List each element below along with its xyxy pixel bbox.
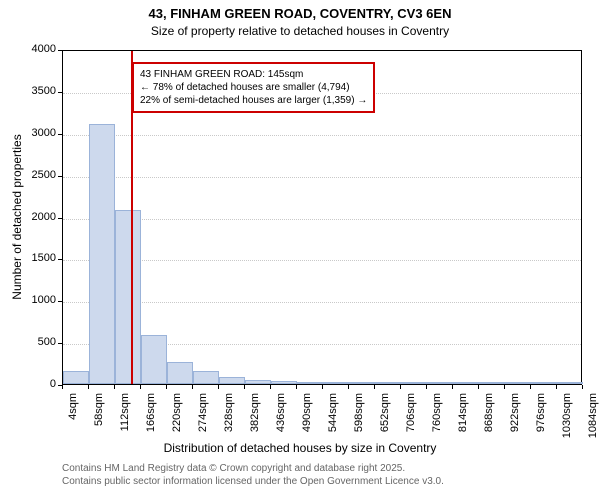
- histogram-bar: [557, 382, 583, 384]
- y-tick-mark: [58, 134, 62, 135]
- histogram-bar: [453, 382, 479, 384]
- histogram-bar: [505, 382, 531, 384]
- x-tick-label: 1084sqm: [587, 393, 599, 443]
- x-axis-label: Distribution of detached houses by size …: [0, 441, 600, 455]
- histogram-bar: [219, 377, 245, 384]
- x-tick-mark: [452, 385, 453, 389]
- y-tick-label: 3500: [18, 85, 56, 97]
- histogram-bar: [375, 382, 401, 384]
- x-tick-label: 922sqm: [509, 393, 521, 443]
- annotation-line-3: 22% of semi-detached houses are larger (…: [140, 94, 367, 107]
- y-tick-label: 1000: [18, 294, 56, 306]
- x-tick-mark: [374, 385, 375, 389]
- x-tick-mark: [296, 385, 297, 389]
- y-tick-label: 0: [18, 378, 56, 390]
- x-tick-label: 976sqm: [535, 393, 547, 443]
- chart-title: 43, FINHAM GREEN ROAD, COVENTRY, CV3 6EN: [0, 6, 600, 21]
- y-tick-mark: [58, 176, 62, 177]
- x-tick-mark: [114, 385, 115, 389]
- histogram-bar: [323, 382, 349, 384]
- x-tick-label: 328sqm: [223, 393, 235, 443]
- y-tick-mark: [58, 259, 62, 260]
- histogram-bar: [245, 380, 271, 384]
- x-tick-label: 58sqm: [93, 393, 105, 443]
- x-tick-label: 382sqm: [249, 393, 261, 443]
- x-tick-mark: [322, 385, 323, 389]
- x-tick-label: 436sqm: [275, 393, 287, 443]
- x-tick-label: 598sqm: [353, 393, 365, 443]
- histogram-bar: [271, 381, 297, 384]
- histogram-bar: [297, 382, 323, 385]
- x-tick-label: 166sqm: [145, 393, 157, 443]
- y-tick-mark: [58, 301, 62, 302]
- y-tick-label: 3000: [18, 127, 56, 139]
- x-tick-mark: [556, 385, 557, 389]
- footer-line-2: Contains public sector information licen…: [62, 476, 444, 487]
- x-tick-mark: [530, 385, 531, 389]
- annotation-box: 43 FINHAM GREEN ROAD: 145sqm ← 78% of de…: [132, 62, 375, 113]
- histogram-bar: [115, 210, 141, 384]
- chart-subtitle: Size of property relative to detached ho…: [0, 24, 600, 38]
- histogram-bar: [401, 382, 427, 384]
- x-tick-mark: [270, 385, 271, 389]
- x-tick-label: 220sqm: [171, 393, 183, 443]
- x-tick-label: 814sqm: [457, 393, 469, 443]
- x-tick-label: 274sqm: [197, 393, 209, 443]
- x-tick-mark: [166, 385, 167, 389]
- x-tick-mark: [62, 385, 63, 389]
- histogram-bar: [349, 382, 375, 384]
- x-tick-mark: [192, 385, 193, 389]
- histogram-bar: [531, 382, 557, 384]
- x-tick-label: 1030sqm: [561, 393, 573, 443]
- histogram-bar: [427, 382, 453, 384]
- y-tick-mark: [58, 92, 62, 93]
- histogram-bar: [89, 124, 115, 384]
- x-tick-mark: [244, 385, 245, 389]
- x-tick-mark: [140, 385, 141, 389]
- x-tick-label: 760sqm: [431, 393, 443, 443]
- annotation-line-1: 43 FINHAM GREEN ROAD: 145sqm: [140, 68, 367, 81]
- y-tick-label: 1500: [18, 252, 56, 264]
- y-tick-label: 2500: [18, 169, 56, 181]
- y-tick-mark: [58, 343, 62, 344]
- x-tick-mark: [400, 385, 401, 389]
- x-tick-mark: [504, 385, 505, 389]
- x-tick-label: 652sqm: [379, 393, 391, 443]
- x-tick-mark: [582, 385, 583, 389]
- x-tick-mark: [218, 385, 219, 389]
- x-tick-mark: [88, 385, 89, 389]
- x-tick-label: 544sqm: [327, 393, 339, 443]
- histogram-bar: [141, 335, 167, 384]
- y-tick-mark: [58, 218, 62, 219]
- x-tick-mark: [478, 385, 479, 389]
- y-tick-mark: [58, 50, 62, 51]
- histogram-bar: [167, 362, 193, 384]
- histogram-bar: [63, 371, 89, 384]
- footer-line-1: Contains HM Land Registry data © Crown c…: [62, 463, 405, 474]
- y-tick-label: 4000: [18, 43, 56, 55]
- grid-line: [63, 177, 581, 178]
- y-tick-label: 2000: [18, 211, 56, 223]
- x-tick-mark: [426, 385, 427, 389]
- x-tick-mark: [348, 385, 349, 389]
- histogram-bar: [479, 382, 505, 384]
- x-tick-label: 4sqm: [67, 393, 79, 443]
- y-tick-label: 500: [18, 336, 56, 348]
- x-tick-label: 490sqm: [301, 393, 313, 443]
- histogram-bar: [193, 371, 219, 384]
- grid-line: [63, 135, 581, 136]
- x-tick-label: 868sqm: [483, 393, 495, 443]
- x-tick-label: 706sqm: [405, 393, 417, 443]
- x-tick-label: 112sqm: [119, 393, 131, 443]
- annotation-line-2: ← 78% of detached houses are smaller (4,…: [140, 81, 367, 94]
